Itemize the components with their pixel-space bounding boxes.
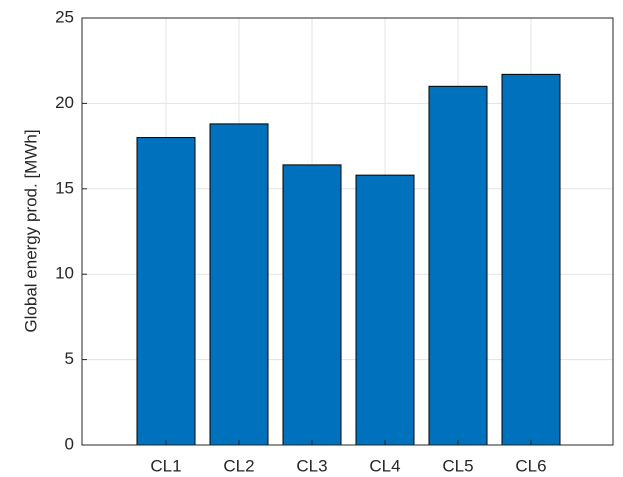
y-tick-label: 5	[65, 349, 74, 368]
bar	[355, 174, 415, 446]
bar	[209, 123, 269, 446]
y-tick-label: 0	[65, 434, 74, 453]
bar	[136, 137, 196, 446]
x-tick-label: CL6	[515, 456, 546, 475]
bar	[501, 73, 561, 446]
x-tick-label: CL5	[442, 456, 473, 475]
bar	[282, 164, 342, 446]
axes-box	[81, 17, 614, 446]
bar	[428, 85, 488, 446]
y-tick-label: 25	[55, 7, 74, 26]
y-tick-label: 10	[55, 264, 74, 283]
x-tick-label: CL4	[369, 456, 400, 475]
y-tick-label: 20	[55, 93, 74, 112]
x-tick-label: CL2	[223, 456, 254, 475]
y-axis-label: Global energy prod. [MWh]	[21, 129, 40, 332]
y-tick-label: 15	[55, 178, 74, 197]
x-tick-label: CL3	[296, 456, 327, 475]
x-tick-label: CL1	[150, 456, 181, 475]
